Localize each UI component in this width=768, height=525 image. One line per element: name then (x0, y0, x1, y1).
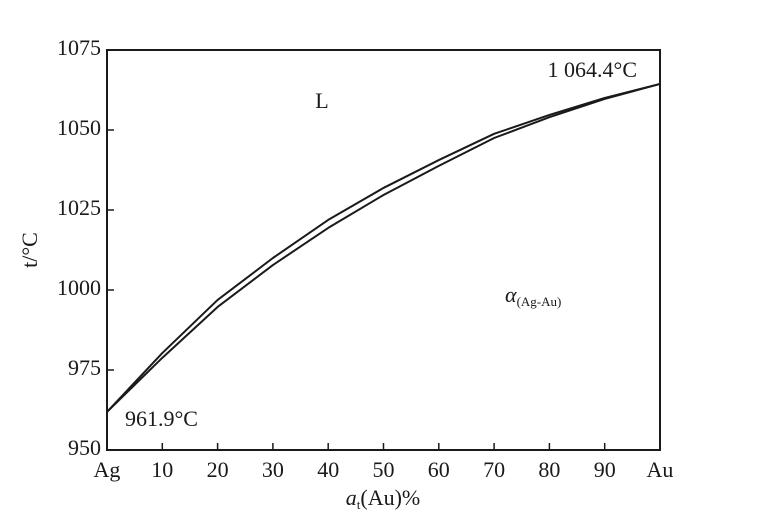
annotation: L (315, 88, 328, 113)
annotation-main: α (505, 282, 517, 307)
y-axis-label: t/°C (17, 232, 42, 268)
x-tick-label: 10 (151, 457, 173, 482)
phase-line (106, 82, 661, 413)
x-label-rest: (Au)% (360, 485, 420, 510)
x-axis-label: at(Au)% (346, 485, 421, 512)
x-tick-label: 50 (373, 457, 395, 482)
annotation: 1 064.4°C (548, 57, 637, 82)
phase-line (106, 82, 661, 413)
y-tick-label: 950 (68, 435, 101, 460)
x-tick-label: 80 (538, 457, 560, 482)
y-tick-label: 1075 (57, 35, 101, 60)
y-tick-label: 1050 (57, 115, 101, 140)
x-tick-label: 60 (428, 457, 450, 482)
y-tick-label: 1000 (57, 275, 101, 300)
y-tick-label: 1025 (57, 195, 101, 220)
x-tick-label: Au (647, 457, 674, 482)
x-tick-label: 40 (317, 457, 339, 482)
x-tick-label: 70 (483, 457, 505, 482)
plot-frame (106, 49, 661, 451)
annotation-sub: (Ag-Au) (517, 294, 562, 309)
x-tick-label: 20 (207, 457, 229, 482)
annotation: α(Ag-Au) (505, 282, 561, 309)
x-tick-label: 90 (594, 457, 616, 482)
x-label-main: a (346, 485, 357, 510)
x-tick-label: Ag (94, 457, 121, 482)
x-label-sub: t (357, 497, 361, 512)
y-tick-label: 975 (68, 355, 101, 380)
annotation: 961.9°C (125, 406, 198, 431)
x-tick-label: 30 (262, 457, 284, 482)
